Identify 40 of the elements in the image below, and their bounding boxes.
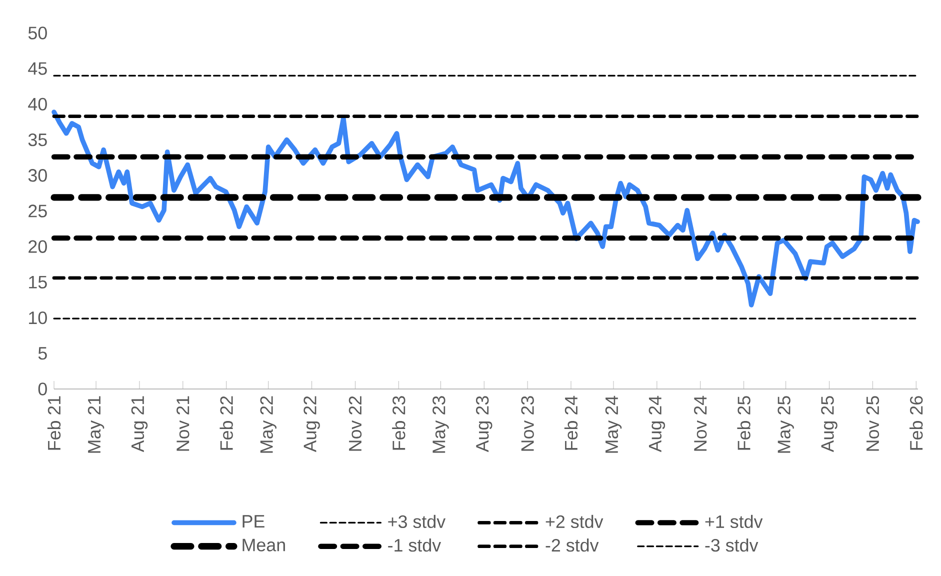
y-tick-label: 45 <box>28 62 47 75</box>
y-tick-label: 10 <box>29 311 47 324</box>
y-tick-label: 5 <box>38 347 47 360</box>
y-tick-label: 40 <box>28 98 47 111</box>
x-tick-label: Feb 24 <box>564 396 578 450</box>
x-tick-label: Feb 26 <box>910 396 923 450</box>
y-tick-label: 20 <box>28 240 47 253</box>
y-tick-label: 50 <box>28 26 47 40</box>
x-tick-label: Aug 21 <box>131 396 148 452</box>
legend-label: +1 stdv <box>705 514 763 528</box>
y-tick-label: 25 <box>28 204 47 218</box>
x-tick-label: Nov 22 <box>348 396 362 451</box>
x-tick-label: Feb 23 <box>392 396 406 450</box>
y-tick-label: 30 <box>28 169 47 182</box>
x-tick-label: May 25 <box>778 396 794 453</box>
legend-label: -3 stdv <box>705 538 758 552</box>
x-tick-label: Aug 24 <box>648 396 666 452</box>
x-tick-label: Aug 25 <box>821 396 838 452</box>
x-tick-label: Nov 21 <box>176 396 190 451</box>
x-tick-label: Nov 23 <box>521 396 534 451</box>
x-tick-label: Nov 24 <box>694 396 707 451</box>
legend-label: -1 stdv <box>388 538 442 552</box>
legend-label: PE <box>242 515 264 528</box>
x-tick-label: Feb 21 <box>47 396 61 450</box>
x-tick-label: May 23 <box>432 396 449 453</box>
legend-label: -2 stdv <box>546 538 599 552</box>
x-tick-label: May 24 <box>605 396 622 453</box>
x-tick-label: Feb 25 <box>737 396 750 450</box>
y-tick-label: 0 <box>38 382 47 396</box>
legend-label: Mean <box>242 538 285 552</box>
x-tick-label: Aug 22 <box>304 396 320 452</box>
x-tick-label: Feb 22 <box>220 396 233 450</box>
legend-label: +3 stdv <box>388 514 446 528</box>
x-tick-label: Nov 25 <box>866 396 880 451</box>
x-tick-label: May 22 <box>260 396 276 453</box>
x-tick-label: May 21 <box>88 396 104 453</box>
y-tick-label: 35 <box>28 133 47 146</box>
x-tick-label: Aug 23 <box>476 396 492 452</box>
legend-label: +2 stdv <box>546 514 604 528</box>
y-tick-label: 15 <box>29 276 47 288</box>
